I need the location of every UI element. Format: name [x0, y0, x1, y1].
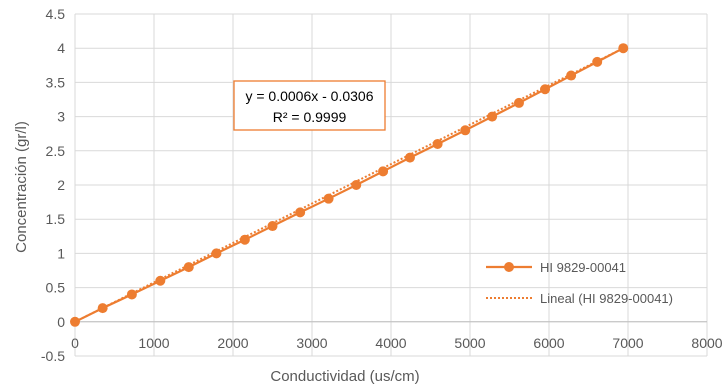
legend-trendline-label: Lineal (HI 9829-00041) — [540, 291, 673, 306]
data-point — [351, 180, 362, 190]
data-point — [267, 221, 278, 232]
y-tick-labels: -0.5 0 0.5 1 1.5 2 2.5 3 3.5 4 4.5 — [41, 6, 65, 364]
legend-series-marker — [504, 262, 514, 272]
data-point — [566, 70, 577, 81]
data-point — [155, 275, 166, 286]
legend: HI 9829-00041 Lineal (HI 9829-00041) — [486, 260, 673, 306]
data-point — [70, 316, 80, 327]
data-point — [592, 56, 603, 67]
y-tick-label: 4 — [57, 40, 65, 56]
x-tick-label: 4000 — [375, 335, 406, 351]
data-point — [513, 97, 524, 108]
legend-item-series: HI 9829-00041 — [486, 260, 626, 275]
y-tick-label: 1.5 — [46, 211, 66, 227]
r-squared-value: R² = 0.9999 — [273, 109, 347, 125]
equation-box: y = 0.0006x - 0.0306 R² = 0.9999 — [233, 80, 386, 131]
x-tick-label: 7000 — [612, 335, 643, 351]
grid — [74, 13, 708, 357]
y-tick-label: 0 — [57, 314, 65, 330]
data-point — [295, 207, 306, 218]
x-tick-label: 0 — [71, 335, 79, 351]
x-axis-title: Conductividad (us/cm) — [270, 368, 419, 385]
y-tick-label: -0.5 — [41, 348, 65, 364]
data-point — [239, 234, 250, 245]
data-point — [126, 289, 137, 300]
x-tick-label: 6000 — [533, 335, 564, 351]
y-tick-label: 0.5 — [46, 280, 66, 296]
x-tick-label: 2000 — [217, 335, 248, 351]
data-series — [70, 43, 629, 327]
legend-item-trendline: Lineal (HI 9829-00041) — [486, 291, 673, 306]
data-point — [618, 43, 629, 54]
data-point — [432, 138, 443, 149]
y-tick-label: 3 — [57, 109, 65, 125]
y-tick-label: 2.5 — [46, 143, 66, 159]
y-tick-label: 1 — [57, 245, 65, 261]
y-tick-label: 4.5 — [46, 6, 66, 22]
legend-series-label: HI 9829-00041 — [540, 260, 626, 275]
data-point — [540, 84, 551, 95]
x-tick-label: 5000 — [454, 335, 485, 351]
data-point — [404, 152, 415, 163]
data-point — [460, 125, 471, 136]
trendline-equation: y = 0.0006x - 0.0306 — [245, 88, 373, 104]
data-point — [487, 111, 498, 122]
x-tick-labels: 0 1000 2000 3000 4000 5000 6000 7000 8000 — [71, 335, 723, 351]
y-tick-label: 3.5 — [46, 74, 66, 90]
data-point — [378, 166, 389, 177]
y-tick-label: 2 — [57, 177, 65, 193]
equation-box-border — [233, 80, 386, 131]
x-tick-label: 1000 — [138, 335, 169, 351]
x-tick-label: 8000 — [691, 335, 722, 351]
x-tick-label: 3000 — [296, 335, 327, 351]
y-axis-title: Concentración (gr/l) — [13, 121, 30, 253]
data-point — [183, 262, 194, 273]
data-point — [211, 248, 222, 259]
data-point — [323, 193, 334, 204]
data-point — [97, 303, 108, 314]
